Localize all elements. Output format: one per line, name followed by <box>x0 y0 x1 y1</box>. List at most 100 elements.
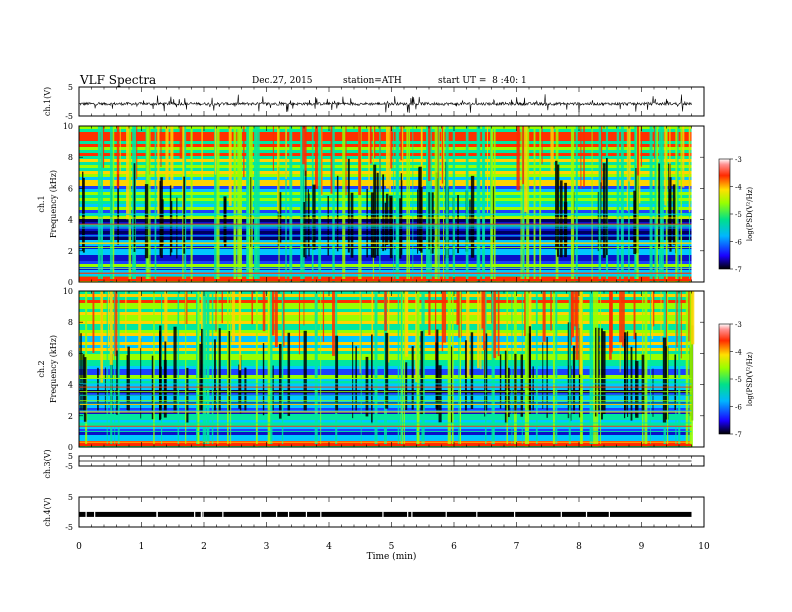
spectrogram-stripe <box>481 291 484 329</box>
spectrogram-stripe <box>97 367 99 413</box>
spectrogram-stripe <box>92 291 95 354</box>
spectrogram-stripe <box>635 360 639 418</box>
spectrogram-stripe <box>197 291 200 447</box>
spectrogram-stripe <box>570 126 575 282</box>
spectrogram-row <box>79 258 692 262</box>
spectrogram-stripe <box>555 160 558 250</box>
spectrogram-stripe <box>199 343 203 412</box>
spectrogram-stripe <box>221 291 223 324</box>
spectrogram-stripe <box>83 357 87 422</box>
spectrogram-stripe <box>127 346 130 413</box>
spectrogram-stripe <box>400 291 403 447</box>
spectrogram-stripe <box>569 291 573 346</box>
spectrogram-stripe <box>332 291 335 356</box>
spectrogram-stripe <box>636 126 639 282</box>
narrowband-line <box>79 217 692 219</box>
spectrogram-stripe <box>396 126 400 282</box>
spectrogram-stripe <box>117 174 120 245</box>
spectrogram-stripe <box>542 291 546 342</box>
spectrogram-stripe <box>397 291 400 447</box>
ch4-gap <box>85 511 87 518</box>
x-tick-label: 8 <box>576 542 582 552</box>
spectrogram-row <box>79 264 692 268</box>
spectrogram-stripe <box>97 126 101 282</box>
spectrogram-stripe <box>117 291 120 447</box>
spectrogram-stripe <box>406 126 409 282</box>
spectrogram-stripe <box>144 184 149 259</box>
spectrogram-row <box>79 135 692 139</box>
ch4-gap <box>382 511 384 518</box>
spectrogram-stripe <box>237 126 241 282</box>
spectrogram-stripe <box>575 291 579 360</box>
spectrogram-stripe <box>443 126 445 282</box>
spectrogram-stripe <box>159 325 162 420</box>
spectrogram-stripe <box>403 291 405 447</box>
spectrogram-stripe <box>532 366 534 411</box>
spectrogram-stripe <box>128 126 132 282</box>
spectrogram-stripe <box>393 126 395 282</box>
spectrogram-stripe <box>227 330 231 414</box>
spectrogram-stripe <box>126 126 129 220</box>
spectrogram-stripe <box>183 176 186 254</box>
ch4-gap <box>407 511 409 518</box>
spectrogram-stripe <box>157 126 160 216</box>
spectrogram-stripe <box>616 126 620 282</box>
spectrogram-stripe <box>482 126 486 282</box>
spectrogram-stripe <box>685 291 689 447</box>
spectrogram-stripe <box>248 126 251 282</box>
spectrogram-stripe <box>425 126 429 282</box>
spectrogram-stripe <box>160 126 162 167</box>
frequency-axis-label: Frequency (kHz) <box>49 170 58 238</box>
spectrogram-stripe <box>272 365 274 414</box>
x-tick-label: 3 <box>264 542 270 552</box>
colorbar-tick-label: -7 <box>735 266 742 274</box>
spectrogram-stripe <box>262 291 266 332</box>
spectrogram-stripe <box>598 126 602 282</box>
narrowband-line <box>79 431 692 432</box>
spectrogram-stripe <box>628 126 630 282</box>
spectrogram-stripe <box>136 126 138 179</box>
spectrogram-stripe <box>420 186 423 253</box>
spectrogram-row <box>79 138 692 142</box>
spectrogram-row <box>79 162 692 166</box>
spectrogram-stripe <box>606 157 608 256</box>
narrowband-line <box>79 400 692 402</box>
ch4-gap <box>156 511 158 518</box>
spectrogram-stripe <box>320 126 323 196</box>
spectrogram-row <box>79 147 692 151</box>
spectrogram-stripe <box>627 331 629 417</box>
spectrogram-stripe <box>109 126 113 282</box>
narrowband-line <box>79 391 692 393</box>
spectrogram-stripe <box>401 126 404 181</box>
spectrogram-stripe <box>527 291 529 447</box>
spectrogram-stripe <box>179 126 183 159</box>
spectrogram-stripe <box>163 359 167 418</box>
spectrogram-stripe <box>526 126 530 282</box>
spectrogram-stripe <box>289 126 293 282</box>
spectrogram-stripe <box>239 126 242 282</box>
spectrogram-stripe <box>272 126 275 171</box>
narrowband-line <box>79 275 692 277</box>
spectrogram-row <box>79 132 692 136</box>
spectrogram-stripe <box>676 291 678 348</box>
y-tick-label: -5 <box>65 462 73 471</box>
x-tick-label: 7 <box>514 542 520 552</box>
narrowband-line <box>79 235 692 237</box>
spectrogram-stripe <box>464 340 467 413</box>
spectrogram-stripe <box>559 180 563 258</box>
spectrogram-stripe <box>412 126 414 282</box>
spectrogram-stripe <box>572 345 576 414</box>
spectrogram-stripe <box>82 177 85 253</box>
spectrogram-stripe <box>138 291 142 349</box>
spectrogram-stripe <box>214 126 217 175</box>
spectrogram-stripe <box>674 354 677 411</box>
spectrogram-stripe <box>314 291 318 447</box>
spectrogram-stripe <box>658 126 663 282</box>
spectrogram-stripe <box>437 126 439 179</box>
x-tick-label: 0 <box>76 542 82 552</box>
spectrogram-stripe <box>382 174 385 252</box>
spectrogram-stripe <box>250 177 252 248</box>
spectrogram-stripe <box>170 201 173 253</box>
spectrogram-stripe <box>574 291 577 327</box>
spectrogram-stripe <box>689 291 692 447</box>
